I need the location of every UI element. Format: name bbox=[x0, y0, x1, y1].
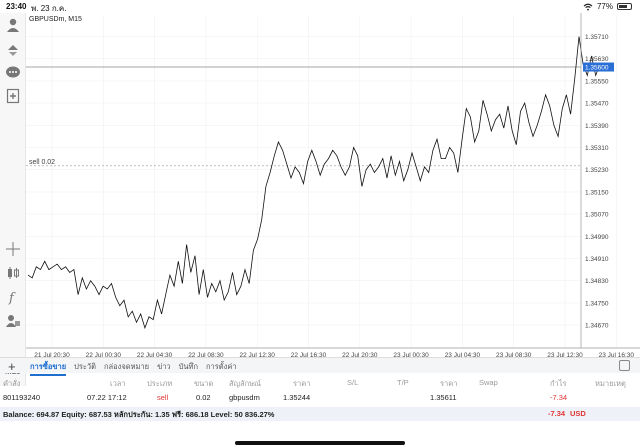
balance-text: Balance: 694.87 Equity: 687.53 หลักประกั… bbox=[3, 410, 275, 419]
x-axis: 21 Jul 20:30 22 Jul 00:30 22 Jul 04:30 22 J… bbox=[34, 352, 634, 359]
y-tick-label: 1.35230 bbox=[585, 167, 609, 174]
y-axis: 1.35710 1.35630 1.35550 1.35470 1.35390 1.353… bbox=[585, 34, 609, 330]
tab-4[interactable]: บันทึก bbox=[178, 362, 199, 371]
y-tick-label: 1.35550 bbox=[585, 78, 609, 85]
status-bar: 23:40 พ. 23 ก.ค. 77% bbox=[0, 0, 640, 13]
y-tick-label: 1.35070 bbox=[585, 212, 609, 219]
y-tick-label: 1.34670 bbox=[585, 323, 609, 330]
table-row[interactable]: 801193240 07.22 17:12 sell 0.02 gbpusdm … bbox=[0, 391, 640, 404]
x-tick-label: 21 Jul 20:30 bbox=[34, 352, 70, 359]
x-tick-label: 23 Jul 08:30 bbox=[496, 352, 532, 359]
price-series-line bbox=[27, 36, 605, 330]
x-tick-label: 22 Jul 04:30 bbox=[137, 352, 173, 359]
y-tick-label: 1.35390 bbox=[585, 123, 609, 130]
crosshair-icon[interactable] bbox=[5, 241, 21, 257]
battery-percent: 77% bbox=[596, 2, 613, 11]
indicator-icon[interactable]: f bbox=[5, 289, 21, 305]
col-time: เวลา bbox=[110, 379, 126, 388]
x-tick-label: 22 Jul 20:30 bbox=[342, 352, 378, 359]
y-tick-label: 1.34830 bbox=[585, 278, 609, 285]
row-type: sell bbox=[157, 393, 169, 402]
row-symbol: gbpusdm bbox=[229, 393, 260, 402]
row-order: 801193240 bbox=[3, 393, 40, 402]
y-tick-label: 1.34910 bbox=[585, 256, 609, 263]
row-cur-price: 1.35611 bbox=[430, 393, 457, 402]
svg-text:f: f bbox=[8, 291, 16, 305]
col-swap: Swap bbox=[479, 378, 498, 387]
balance-currency: USD bbox=[570, 409, 586, 418]
tab-5[interactable]: การตั้งค่า bbox=[206, 362, 237, 371]
x-tick-label: 23 Jul 12:30 bbox=[547, 352, 583, 359]
user-icon[interactable] bbox=[5, 17, 21, 33]
col-symbol: สัญลักษณ์ bbox=[229, 379, 262, 388]
col-price: ราคา bbox=[293, 379, 311, 388]
x-tick-label: 23 Jul 16:30 bbox=[599, 352, 635, 359]
wifi-icon bbox=[583, 3, 593, 10]
y-tick-label: 1.35150 bbox=[585, 189, 609, 196]
chart-area[interactable]: GBPUSDm, M15 sell 0.02 1.35710 1.35630 1.3… bbox=[26, 13, 640, 361]
x-tick-label: 23 Jul 00:30 bbox=[393, 352, 429, 359]
current-price-value: 1.35600 bbox=[585, 64, 609, 71]
table-header: คำสั่ง เวลา ประเภท ขนาด สัญลักษณ์ ราคา S… bbox=[0, 376, 640, 389]
x-tick-label: 22 Jul 12:30 bbox=[239, 352, 275, 359]
left-toolbar: f M15 bbox=[0, 13, 26, 386]
objects-icon[interactable] bbox=[5, 313, 21, 329]
y-tick-label: 1.35310 bbox=[585, 145, 609, 152]
col-volume: ขนาด bbox=[194, 379, 214, 388]
add-chart-icon[interactable] bbox=[5, 88, 21, 104]
tab-1[interactable]: ประวัติ bbox=[74, 362, 97, 371]
y-tick-label: 1.35470 bbox=[585, 101, 609, 108]
balance-profit: -7.34 bbox=[548, 409, 566, 418]
status-time: 23:40 bbox=[6, 2, 27, 11]
bottom-tab-bar: + การซื้อขาย ประวัติ กล่องจดหมาย ข่าว บันทึก… bbox=[0, 357, 640, 376]
order-line-label: sell 0.02 bbox=[29, 159, 55, 166]
x-tick-label: 22 Jul 00:30 bbox=[86, 352, 122, 359]
col-type: ประเภท bbox=[147, 379, 173, 388]
x-tick-label: 23 Jul 04:30 bbox=[445, 352, 481, 359]
x-tick-label: 22 Jul 16:30 bbox=[291, 352, 327, 359]
row-price: 1.35244 bbox=[283, 393, 311, 402]
col-profit: กำไร bbox=[550, 379, 567, 388]
price-chart[interactable]: GBPUSDm, M15 sell 0.02 1.357101.356301.3… bbox=[26, 13, 640, 361]
x-tick-label: 22 Jul 08:30 bbox=[188, 352, 224, 359]
battery-icon bbox=[617, 3, 632, 10]
y-tick-label: 1.35630 bbox=[585, 56, 609, 63]
tab-2[interactable]: กล่องจดหมาย bbox=[104, 362, 150, 371]
status-right: 77% bbox=[583, 2, 632, 11]
status-date: พ. 23 ก.ค. bbox=[31, 4, 67, 13]
row-profit: -7.34 bbox=[550, 393, 568, 402]
col-tp: T/P bbox=[397, 378, 409, 387]
add-icon[interactable]: + bbox=[8, 359, 16, 374]
row-volume: 0.02 bbox=[196, 393, 211, 402]
y-tick-label: 1.34990 bbox=[585, 234, 609, 241]
chart-symbol-label: GBPUSDm, M15 bbox=[29, 16, 82, 23]
y-tick-label: 1.35710 bbox=[585, 34, 609, 41]
current-price-badge bbox=[583, 62, 614, 72]
row-time: 07.22 17:12 bbox=[87, 393, 127, 402]
home-indicator[interactable] bbox=[235, 441, 405, 445]
chart-grid bbox=[26, 15, 617, 348]
col-cur-price: ราคา bbox=[440, 379, 458, 388]
col-comment: หมายเหตุ bbox=[595, 379, 626, 388]
candles-icon[interactable] bbox=[5, 265, 21, 281]
y-tick-label: 1.34750 bbox=[585, 300, 609, 307]
chat-icon[interactable] bbox=[5, 65, 21, 81]
trade-icon[interactable] bbox=[5, 41, 21, 57]
expand-icon[interactable] bbox=[619, 360, 630, 371]
tab-3[interactable]: ข่าว bbox=[157, 362, 171, 371]
tab-0[interactable]: การซื้อขาย bbox=[30, 361, 67, 376]
balance-bar: Balance: 694.87 Equity: 687.53 หลักประกั… bbox=[0, 407, 640, 421]
col-sl: S/L bbox=[347, 378, 359, 387]
col-order: คำสั่ง bbox=[3, 379, 21, 388]
terminal-tabs: การซื้อขาย ประวัติ กล่องจดหมาย ข่าว บันทึก กา… bbox=[30, 361, 237, 376]
battery-fill bbox=[619, 5, 628, 8]
